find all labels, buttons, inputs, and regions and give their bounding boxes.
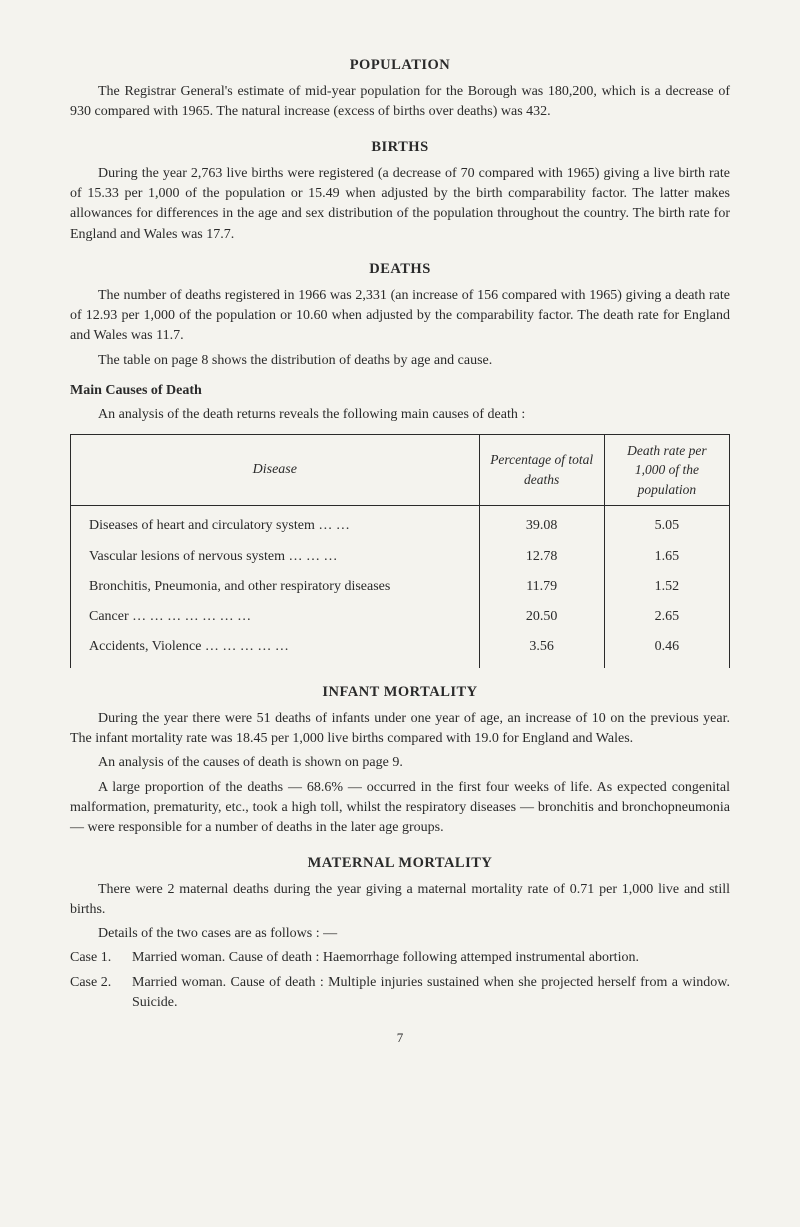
disease-cell: Bronchitis, Pneumonia, and other respira… [71,572,480,602]
rate-cell: 0.46 [604,632,729,667]
disease-cell: Cancer … … … … … … … [71,602,480,632]
table-row: Cancer … … … … … … … 20.50 2.65 [71,602,730,632]
column-header-percentage: Percentage of total deaths [479,434,604,506]
case-2-label: Case 2. [70,973,132,1014]
deaths-paragraph-2: The table on page 8 shows the distributi… [70,351,730,371]
infant-paragraph-2: An analysis of the causes of death is sh… [70,753,730,773]
population-title: POPULATION [70,55,730,76]
case-1-label: Case 1. [70,948,132,968]
maternal-paragraph-1: There were 2 maternal deaths during the … [70,880,730,921]
rate-cell: 5.05 [604,506,729,542]
infant-mortality-title: INFANT MORTALITY [70,682,730,703]
percentage-cell: 20.50 [479,602,604,632]
deaths-title: DEATHS [70,259,730,280]
disease-cell: Vascular lesions of nervous system … … … [71,542,480,572]
table-row: Bronchitis, Pneumonia, and other respira… [71,572,730,602]
percentage-cell: 11.79 [479,572,604,602]
case-item: Case 2. Married woman. Cause of death : … [70,973,730,1014]
population-paragraph: The Registrar General's estimate of mid-… [70,82,730,123]
death-causes-table: Disease Percentage of total deaths Death… [70,434,730,668]
percentage-cell: 3.56 [479,632,604,667]
deaths-paragraph-1: The number of deaths registered in 1966 … [70,286,730,347]
main-causes-intro: An analysis of the death returns reveals… [70,405,730,425]
column-header-disease: Disease [71,434,480,506]
main-causes-heading: Main Causes of Death [70,381,730,401]
column-header-rate: Death rate per 1,000 of the population [604,434,729,506]
table-row: Vascular lesions of nervous system … … …… [71,542,730,572]
rate-cell: 1.65 [604,542,729,572]
disease-cell: Accidents, Violence … … … … … [71,632,480,667]
case-item: Case 1. Married woman. Cause of death : … [70,948,730,968]
infant-paragraph-3: A large proportion of the deaths — 68.6%… [70,778,730,839]
births-paragraph: During the year 2,763 live births were r… [70,164,730,245]
maternal-mortality-title: MATERNAL MORTALITY [70,853,730,874]
case-1-text: Married woman. Cause of death : Haemorrh… [132,948,730,968]
table-row: Accidents, Violence … … … … … 3.56 0.46 [71,632,730,667]
infant-paragraph-1: During the year there were 51 deaths of … [70,709,730,750]
case-list: Case 1. Married woman. Cause of death : … [70,948,730,1013]
rate-cell: 2.65 [604,602,729,632]
page-number: 7 [70,1029,730,1048]
table-row: Diseases of heart and circulatory system… [71,506,730,542]
rate-cell: 1.52 [604,572,729,602]
percentage-cell: 12.78 [479,542,604,572]
maternal-paragraph-2: Details of the two cases are as follows … [70,924,730,944]
births-title: BIRTHS [70,137,730,158]
table-header-row: Disease Percentage of total deaths Death… [71,434,730,506]
case-2-text: Married woman. Cause of death : Multiple… [132,973,730,1014]
percentage-cell: 39.08 [479,506,604,542]
disease-cell: Diseases of heart and circulatory system… [71,506,480,542]
